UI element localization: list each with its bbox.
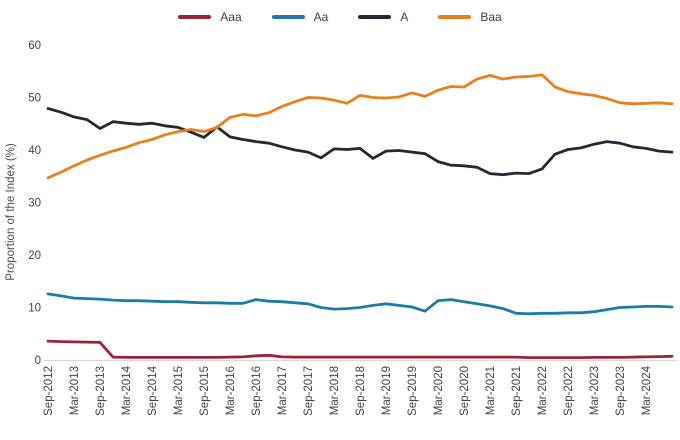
x-tick-label: Mar-2018 <box>329 366 341 415</box>
x-tick-label: Sep-2015 <box>199 366 211 416</box>
legend-item-a: A <box>358 10 408 24</box>
legend-label: Aaa <box>220 10 242 24</box>
x-tick-label: Mar-2024 <box>641 365 653 415</box>
x-tick-label: Mar-2015 <box>173 366 185 415</box>
y-axis-title: Proportion of the Index (%) <box>5 143 17 281</box>
x-tick-label: Sep-2019 <box>407 366 419 416</box>
x-tick-label: Mar-2020 <box>433 366 445 415</box>
y-tick-label: 0 <box>35 355 41 367</box>
series-line-aaa <box>46 339 674 360</box>
x-tick-label: Sep-2022 <box>563 366 575 416</box>
x-tick-label: Sep-2017 <box>303 366 315 416</box>
x-tick-label: Sep-2023 <box>615 366 627 416</box>
legend-label: A <box>400 10 409 24</box>
x-tick-label: Mar-2022 <box>537 366 549 415</box>
legend-swatch-aaa <box>178 15 212 19</box>
x-tick-label: Mar-2014 <box>121 365 133 415</box>
x-tick-label: Mar-2017 <box>277 366 289 415</box>
y-tick-label: 10 <box>28 303 41 315</box>
x-tick-label: Mar-2023 <box>589 366 601 415</box>
legend-swatch-a <box>358 15 392 19</box>
y-tick-label: 20 <box>28 250 41 262</box>
x-tick-label: Sep-2020 <box>459 366 471 416</box>
legend-swatch-aa <box>271 15 305 19</box>
x-tick-label: Sep-2021 <box>511 366 523 416</box>
legend-label: Baa <box>480 10 502 24</box>
y-tick-label: 60 <box>28 40 41 52</box>
legend-item-aa: Aa <box>271 10 329 24</box>
legend-label: Aa <box>313 10 329 24</box>
legend-item-baa: Baa <box>438 10 502 24</box>
y-tick-label: 40 <box>28 145 41 157</box>
series-line-baa <box>46 73 674 180</box>
x-tick-label: Sep-2012 <box>43 366 55 416</box>
x-tick-label: Mar-2019 <box>381 366 393 415</box>
legend-swatch-baa <box>438 15 472 19</box>
x-tick-label: Mar-2013 <box>69 366 81 415</box>
y-tick-label: 50 <box>28 93 41 105</box>
x-tick-label: Sep-2018 <box>355 366 367 416</box>
y-tick-label: 30 <box>28 198 41 210</box>
x-tick-label: Mar-2016 <box>225 366 237 415</box>
x-tick-label: Sep-2016 <box>251 366 263 416</box>
legend-item-aaa: Aaa <box>178 10 242 24</box>
series-line-a <box>46 107 674 177</box>
x-tick-label: Sep-2014 <box>147 365 159 415</box>
chart-legend: Aaa Aa A Baa <box>0 7 680 27</box>
series-line-aa <box>46 292 674 316</box>
x-tick-label: Mar-2021 <box>485 366 497 415</box>
x-tick-label: Sep-2013 <box>95 366 107 416</box>
